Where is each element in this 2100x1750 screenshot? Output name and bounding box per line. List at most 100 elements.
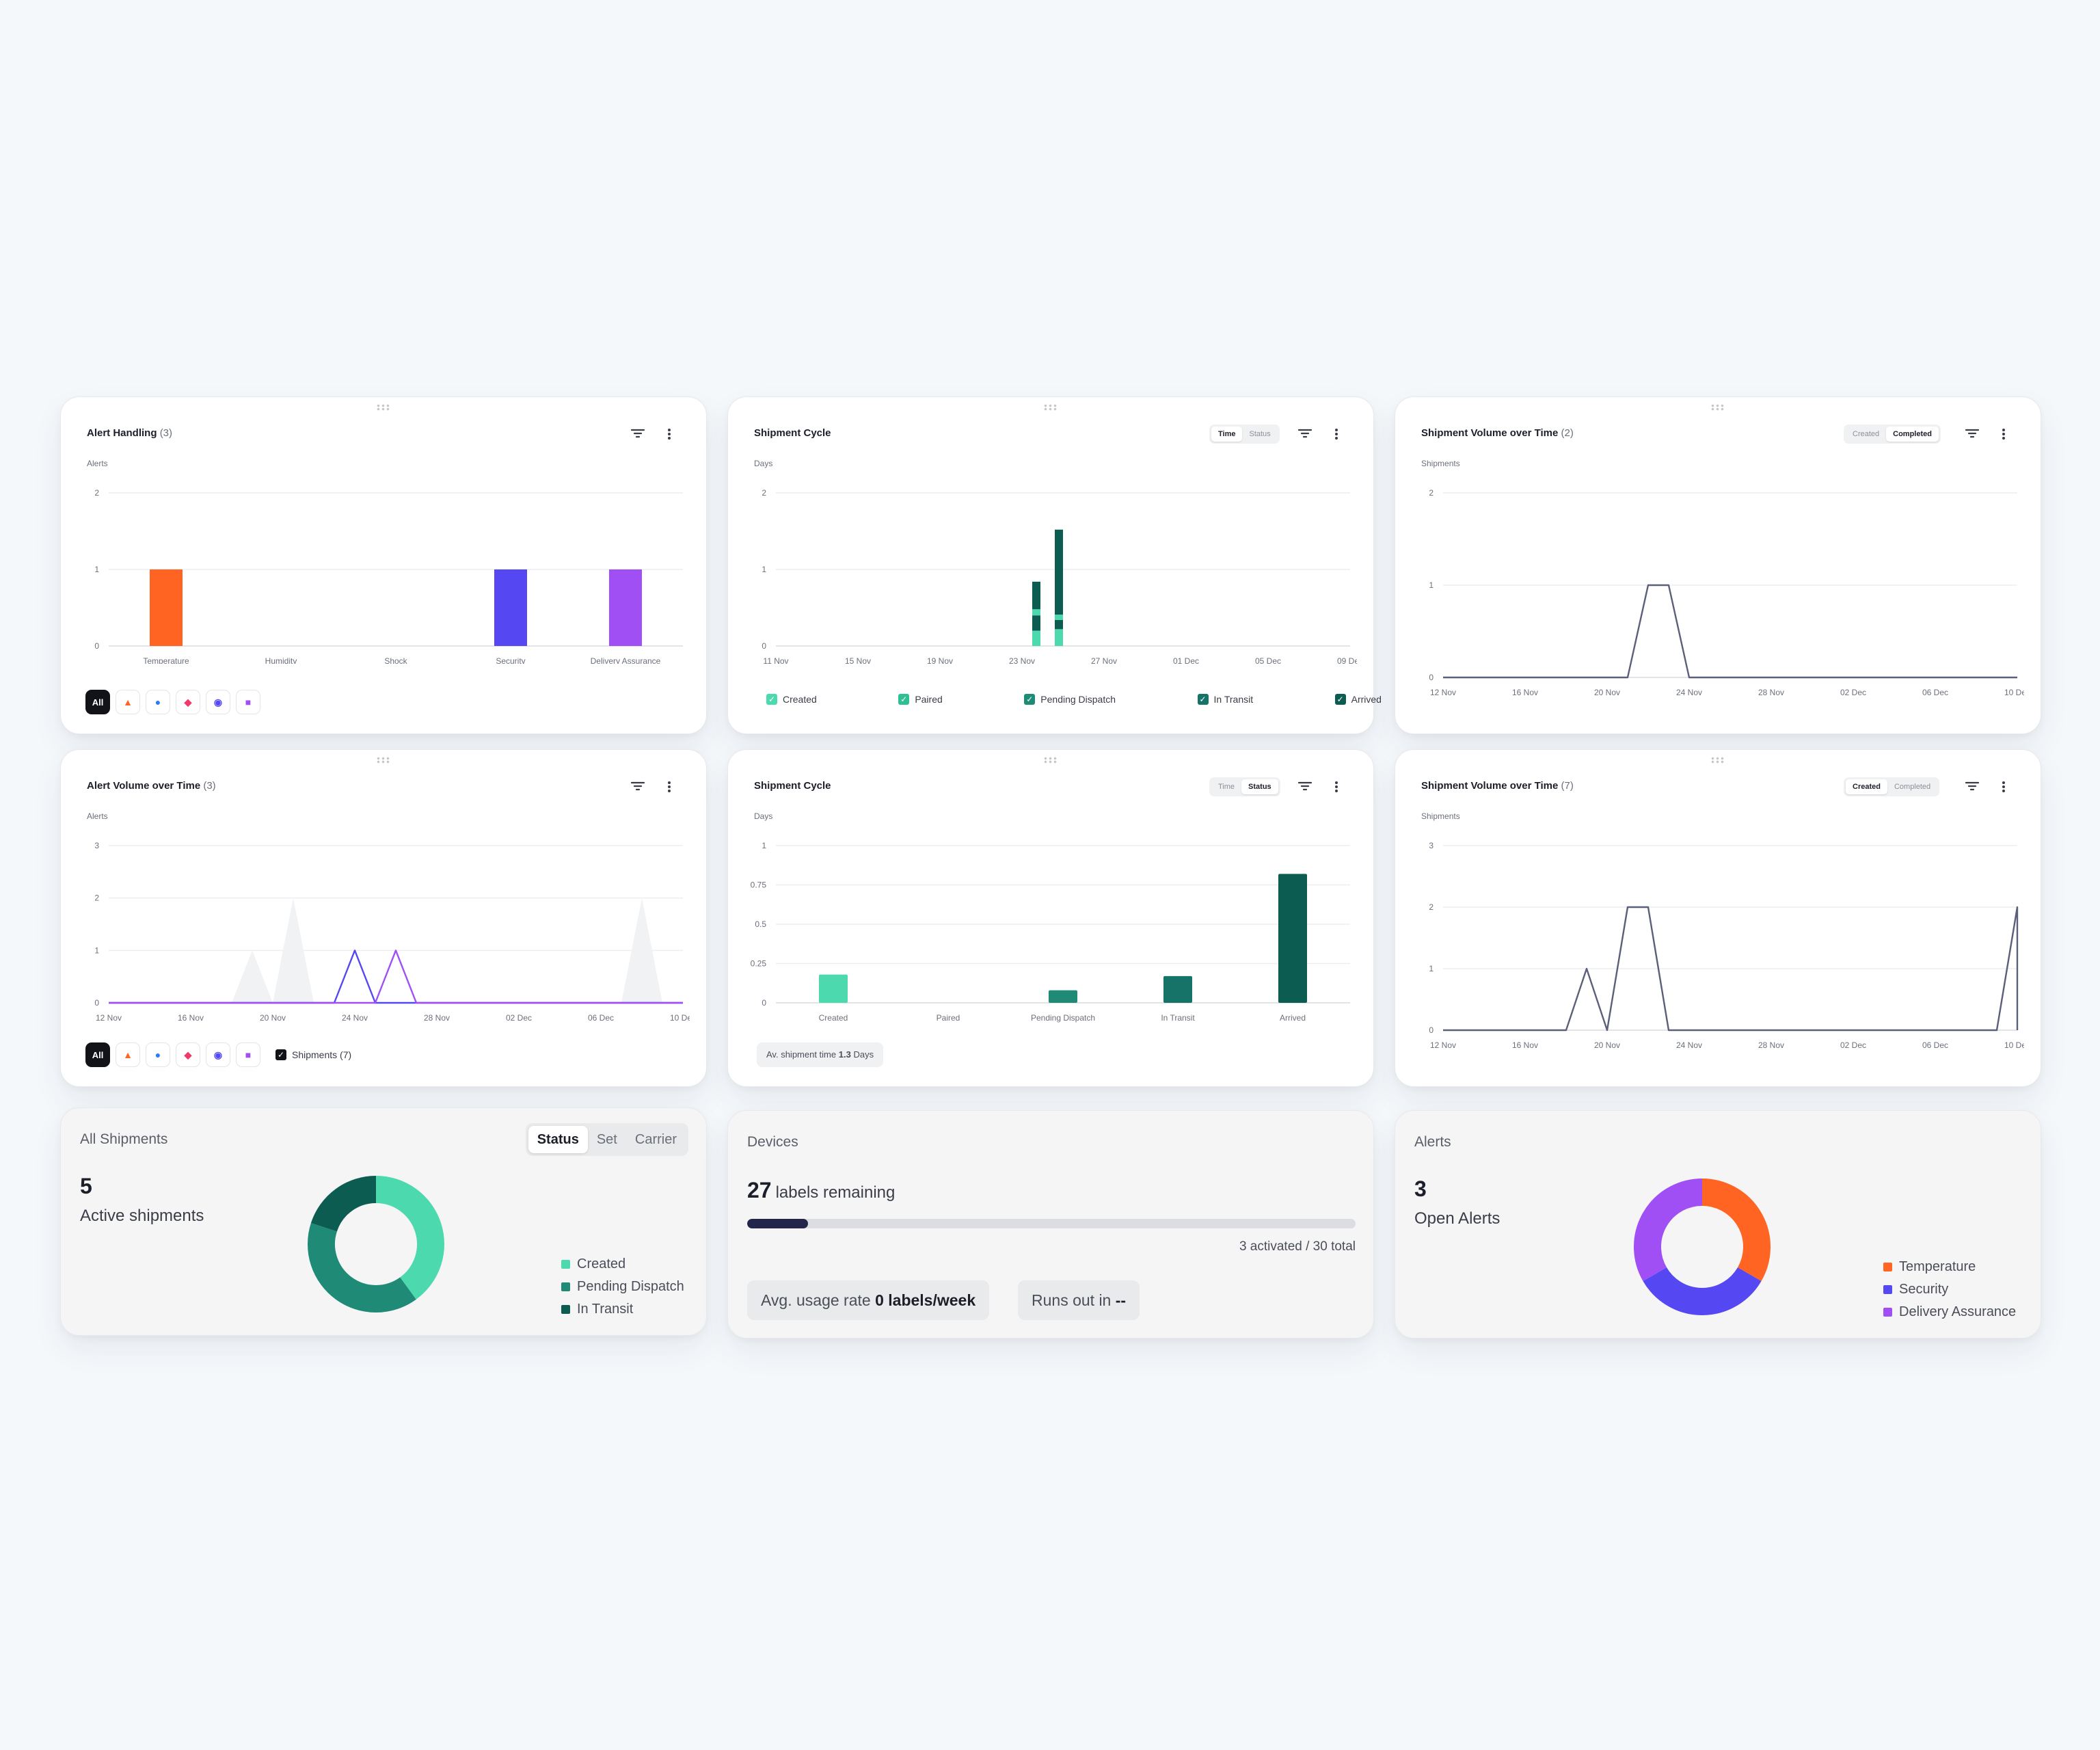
bar bbox=[609, 569, 642, 646]
x-tick-label: In Transit bbox=[1161, 1013, 1195, 1023]
shipment-volume-created-chart: 0 1 2 3 12 Nov 16 Nov 20 Nov 24 Nov 28 Nov 02 Dec… bbox=[1429, 841, 2024, 1050]
alert-line bbox=[109, 950, 683, 1004]
label-usage-progress bbox=[747, 1219, 1356, 1228]
shipments-toggle[interactable]: ✓ Shipments (7) bbox=[275, 1049, 351, 1060]
filter-all-chip[interactable]: All bbox=[85, 690, 110, 714]
runs-out-pill: Runs out in -- bbox=[1018, 1280, 1140, 1320]
tab-status[interactable]: Status bbox=[528, 1126, 588, 1153]
legend-created[interactable]: ✓ Created bbox=[766, 694, 817, 705]
y-tick-label: 2 bbox=[1429, 488, 1433, 498]
y-tick-label: 0 bbox=[762, 641, 766, 651]
x-tick-label: 06 Dec bbox=[588, 1013, 614, 1023]
x-tick-label: 16 Nov bbox=[1512, 1040, 1538, 1050]
thermometer-icon[interactable]: ▲ bbox=[116, 1042, 140, 1067]
legend-temperature[interactable]: Temperature bbox=[1883, 1256, 2016, 1278]
toggle-completed[interactable]: Completed bbox=[1886, 427, 1939, 442]
alerts-donut-chart bbox=[1634, 1179, 1771, 1315]
x-tick-label: 06 Dec bbox=[1922, 1040, 1948, 1050]
toggle-time[interactable]: Time bbox=[1218, 783, 1235, 791]
y-axis-label: Alerts bbox=[87, 811, 108, 821]
shock-icon[interactable]: ◆ bbox=[176, 1042, 200, 1067]
toggle-status[interactable]: Status bbox=[1249, 430, 1271, 438]
filter-icon[interactable] bbox=[1965, 781, 1979, 791]
bar bbox=[494, 569, 527, 646]
x-tick-label: 20 Nov bbox=[1594, 688, 1620, 697]
bar-segment bbox=[1055, 615, 1063, 620]
filter-icon[interactable] bbox=[1965, 429, 1979, 438]
legend-pending-dispatch[interactable]: ✓ Pending Dispatch bbox=[1024, 694, 1116, 705]
toggle-completed[interactable]: Completed bbox=[1894, 783, 1931, 791]
legend-security[interactable]: Security bbox=[1883, 1278, 2016, 1301]
donut-slice bbox=[1701, 1179, 1771, 1281]
legend-created[interactable]: Created bbox=[561, 1253, 684, 1276]
x-tick-label: 24 Nov bbox=[1676, 688, 1702, 697]
more-options-icon[interactable] bbox=[667, 780, 672, 794]
y-tick-label: 0.25 bbox=[751, 959, 767, 969]
legend-in-transit[interactable]: In Transit bbox=[561, 1298, 684, 1321]
checkbox-icon: ✓ bbox=[1334, 694, 1346, 705]
more-options-icon[interactable] bbox=[1334, 780, 1339, 794]
donut-slice bbox=[308, 1223, 416, 1312]
more-options-icon[interactable] bbox=[1334, 427, 1339, 441]
legend-delivery-assurance[interactable]: Delivery Assurance bbox=[1883, 1301, 2016, 1323]
truck-icon[interactable]: ■ bbox=[236, 1042, 260, 1067]
x-tick-label: 12 Nov bbox=[1430, 1040, 1456, 1050]
y-tick-label: 0 bbox=[1429, 673, 1433, 682]
shield-icon[interactable]: ◉ bbox=[206, 1042, 230, 1067]
legend-paired[interactable]: ✓ Paired bbox=[898, 694, 943, 705]
droplet-icon[interactable]: ● bbox=[146, 1042, 170, 1067]
card-title: Alerts bbox=[1414, 1134, 1451, 1150]
x-tick-label: 11 Nov bbox=[763, 656, 788, 664]
tab-set[interactable]: Set bbox=[596, 1132, 617, 1147]
filter-icon[interactable] bbox=[1298, 429, 1312, 438]
y-tick-label: 1 bbox=[762, 841, 766, 850]
thermometer-icon[interactable]: ▲ bbox=[116, 690, 140, 714]
droplet-icon[interactable]: ● bbox=[146, 690, 170, 714]
filter-icon[interactable] bbox=[631, 781, 645, 791]
x-tick-label: 16 Nov bbox=[178, 1013, 204, 1023]
drag-handle-icon[interactable] bbox=[376, 404, 391, 411]
x-tick-label: 01 Dec bbox=[1173, 656, 1199, 664]
toggle-status[interactable]: Status bbox=[1241, 779, 1278, 794]
y-axis-label: Alerts bbox=[87, 459, 108, 468]
tab-carrier[interactable]: Carrier bbox=[634, 1132, 677, 1147]
y-tick-label: 3 bbox=[1429, 841, 1433, 850]
bar-segment bbox=[1032, 581, 1040, 610]
legend-arrived[interactable]: ✓ Arrived bbox=[1334, 694, 1382, 705]
card-title: Shipment Cycle bbox=[754, 427, 831, 439]
y-tick-label: 1 bbox=[1429, 580, 1433, 590]
filter-all-chip[interactable]: All bbox=[85, 1042, 110, 1067]
created-completed-toggle: Created Completed bbox=[1844, 425, 1941, 444]
drag-handle-icon[interactable] bbox=[376, 757, 391, 764]
card-title: All Shipments bbox=[80, 1131, 168, 1147]
toggle-time[interactable]: Time bbox=[1211, 427, 1243, 442]
shock-icon[interactable]: ◆ bbox=[176, 690, 200, 714]
drag-handle-icon[interactable] bbox=[1710, 757, 1725, 764]
alert-handling-chart: 0 1 2 Temperature Humidity Shock Security Deliv… bbox=[94, 488, 683, 664]
avg-shipment-time: Av. shipment time 1.3 Days bbox=[757, 1042, 884, 1067]
usage-rate-pill: Avg. usage rate 0 labels/week bbox=[747, 1280, 990, 1320]
legend-in-transit[interactable]: ✓ In Transit bbox=[1197, 694, 1253, 705]
bar-segment bbox=[1055, 629, 1063, 646]
more-options-icon[interactable] bbox=[667, 427, 672, 441]
card-title: Alert Handling (3) bbox=[87, 427, 173, 439]
toggle-created[interactable]: Created bbox=[1853, 430, 1880, 438]
filter-icon[interactable] bbox=[1298, 781, 1312, 791]
time-status-toggle: Time Status bbox=[1209, 777, 1280, 796]
alerts-legend: Temperature Security Delivery Assurance bbox=[1883, 1256, 2016, 1323]
toggle-created[interactable]: Created bbox=[1846, 779, 1887, 794]
drag-handle-icon[interactable] bbox=[1043, 757, 1058, 764]
x-tick-label: 20 Nov bbox=[1594, 1040, 1620, 1050]
devices-card: Devices 27 labels remaining 3 activated /… bbox=[727, 1110, 1374, 1338]
filter-icon[interactable] bbox=[631, 429, 645, 438]
more-options-icon[interactable] bbox=[2001, 427, 2006, 441]
shield-icon[interactable]: ◉ bbox=[206, 690, 230, 714]
y-tick-label: 0.5 bbox=[755, 919, 766, 929]
more-options-icon[interactable] bbox=[2001, 780, 2006, 794]
truck-icon[interactable]: ■ bbox=[236, 690, 260, 714]
legend-pending-dispatch[interactable]: Pending Dispatch bbox=[561, 1276, 684, 1298]
shipment-cycle-status-card: Shipment Cycle Time Status Days 0 0.25 0.5… bbox=[727, 749, 1374, 1087]
y-tick-label: 1 bbox=[94, 945, 99, 955]
drag-handle-icon[interactable] bbox=[1043, 404, 1058, 411]
drag-handle-icon[interactable] bbox=[1710, 404, 1725, 411]
